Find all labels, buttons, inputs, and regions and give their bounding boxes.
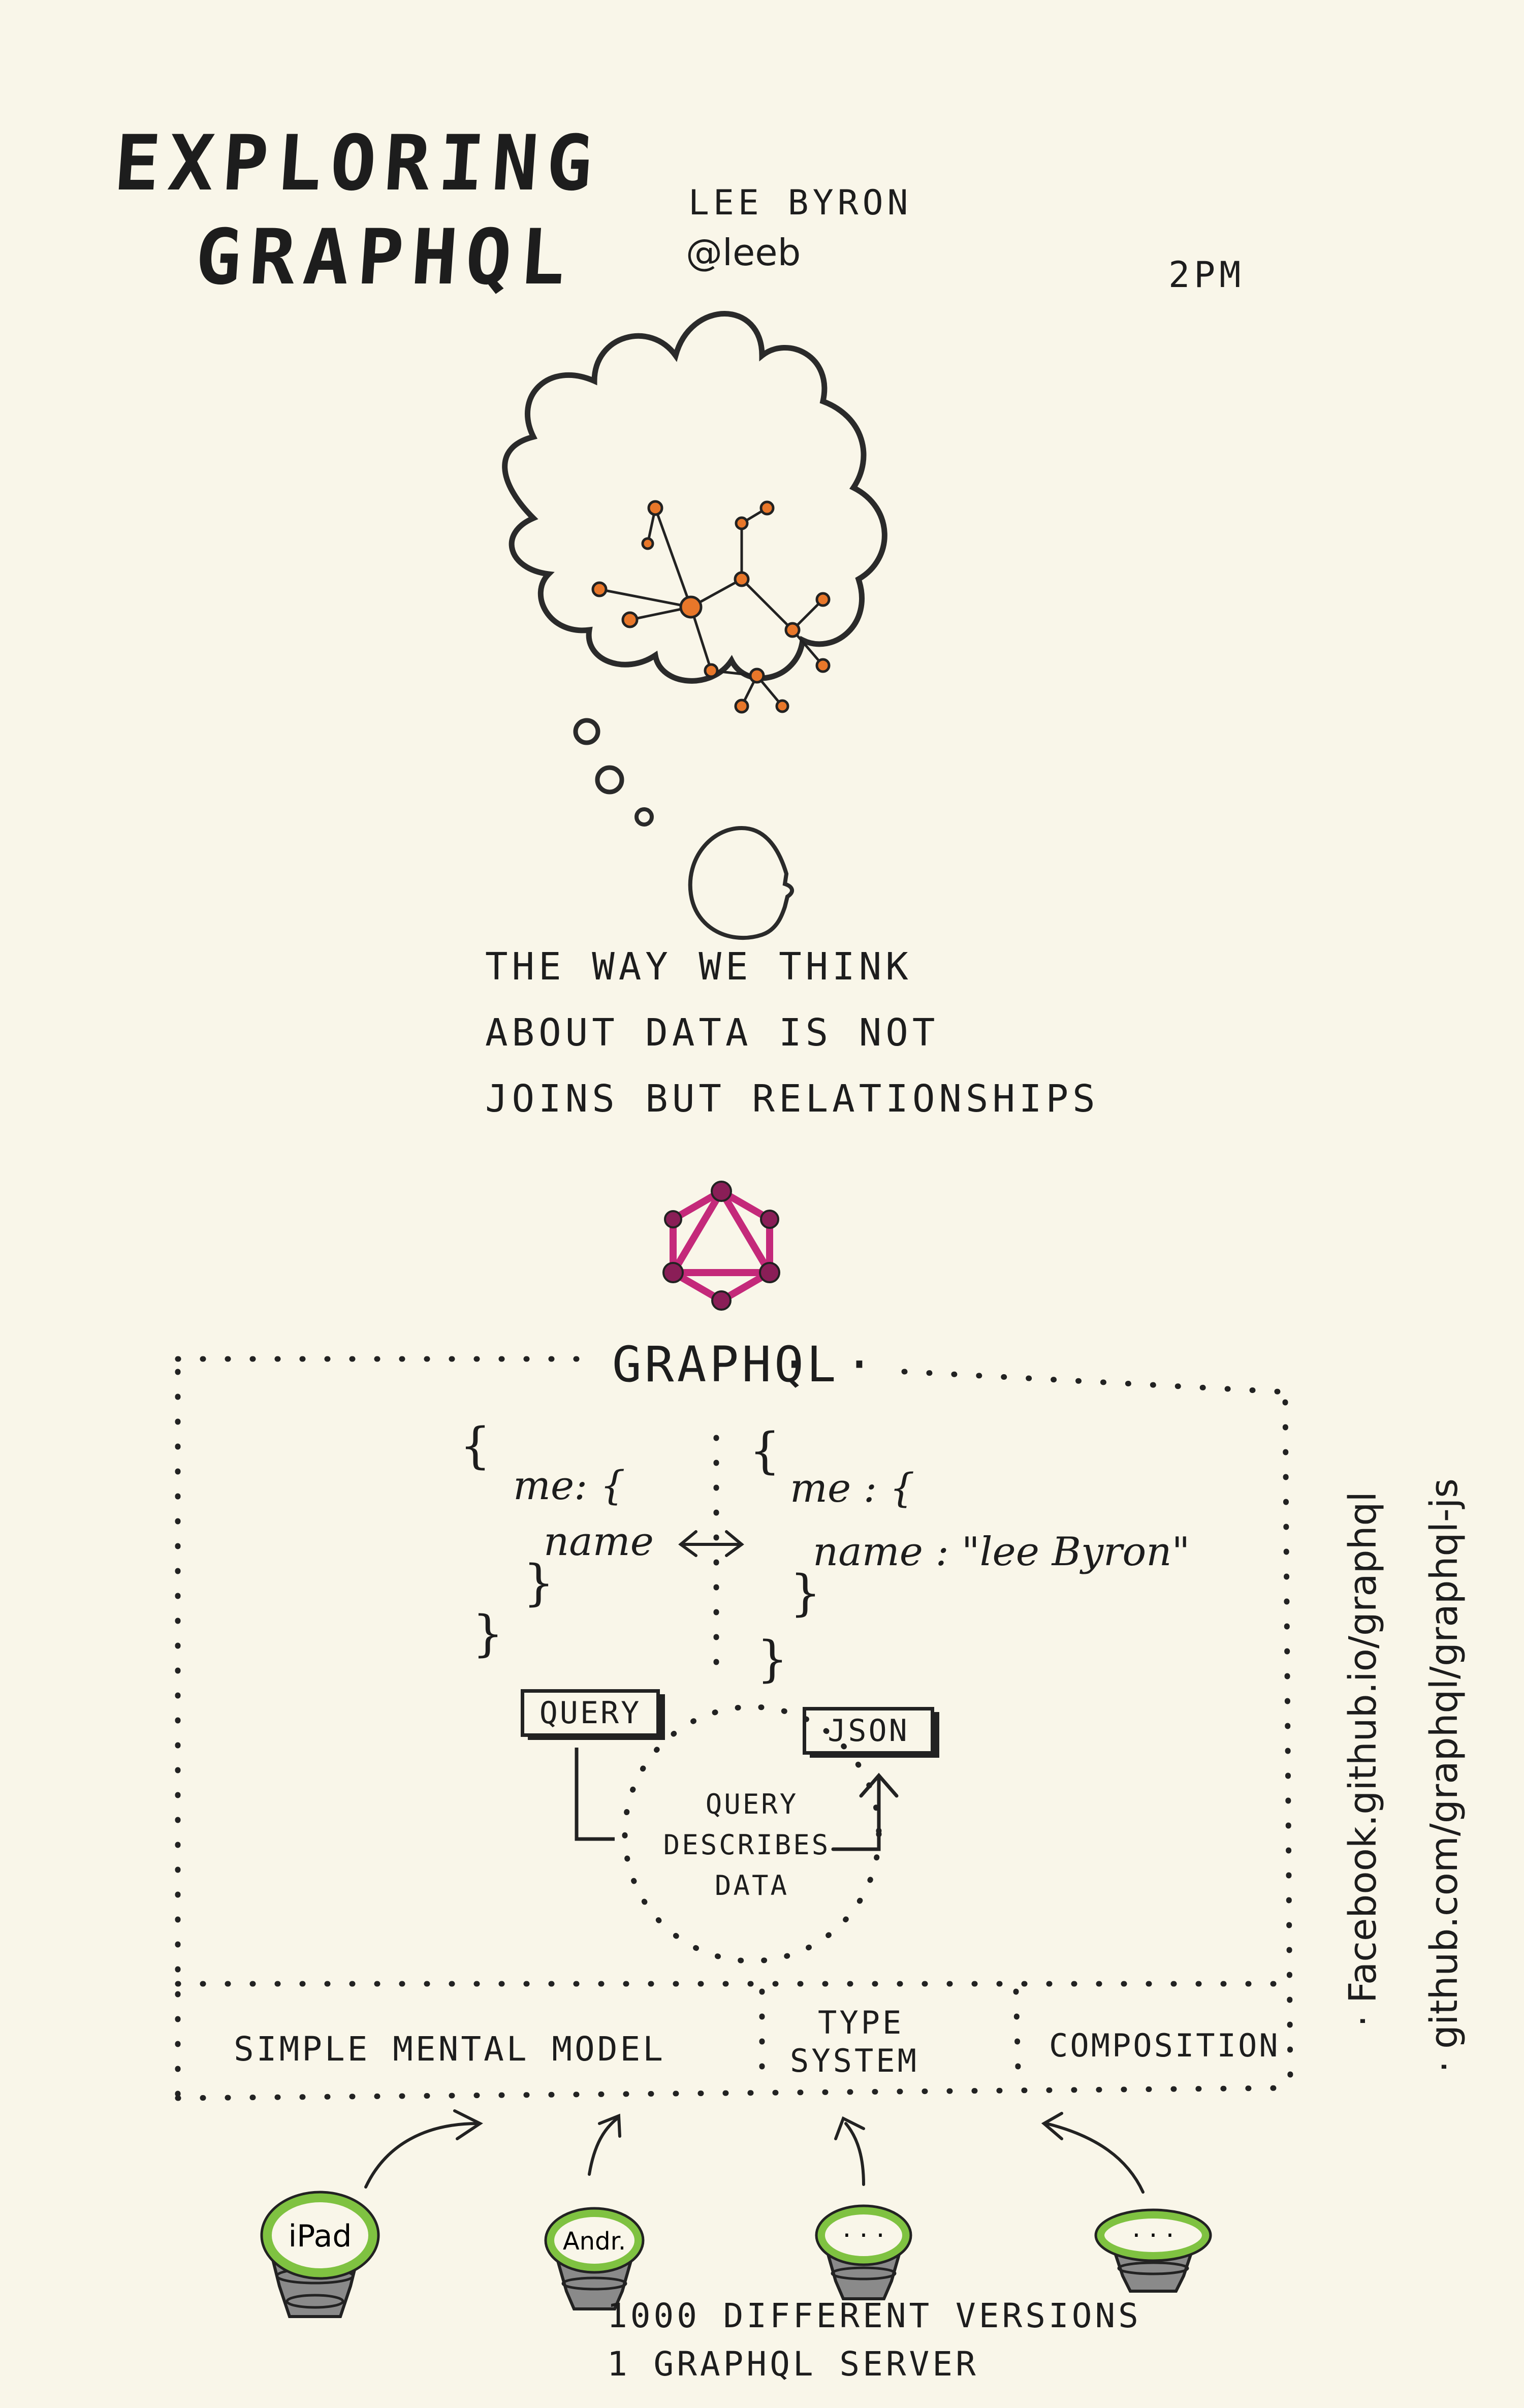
graphql-box-title-dots: · ·: [780, 1336, 877, 1393]
query-open-brace: {: [460, 1417, 491, 1474]
query-label: QUERY: [521, 1689, 660, 1737]
device-ipad-label: iPad: [288, 2219, 352, 2254]
device-ipad-icon: [262, 2192, 378, 2317]
link-github-graphql-js[interactable]: · github.com/graphql/graphql-js: [1422, 1478, 1466, 2073]
json-label: JSON: [803, 1707, 934, 1755]
footer-line-2: 1 GRAPHQL SERVER: [607, 2344, 979, 2384]
json-name-field: name : "lee Byron": [813, 1529, 1190, 1575]
json-close-brace: }: [757, 1631, 788, 1688]
device-three-label: · · ·: [843, 2221, 885, 2251]
device-arrows: [366, 2111, 1143, 2192]
feature-type-line-1: TYPE: [818, 2004, 904, 2041]
json-me-field: me : {: [790, 1466, 915, 1511]
thought-caption-line-1: THE WAY WE THINK: [485, 945, 912, 989]
device-android-label: Andr.: [563, 2227, 626, 2256]
device-three-icon: [816, 2206, 911, 2299]
feature-composition: COMPOSITION: [1049, 2027, 1280, 2064]
feature-simple-mental-model: SIMPLE MENTAL MODEL: [234, 2030, 665, 2069]
thought-caption-line-3: JOINS BUT RELATIONSHIPS: [485, 1077, 1099, 1121]
graphql-dotted-box: [178, 1359, 1290, 2098]
footer-line-1: 1000 DIFFERENT VERSIONS: [607, 2296, 1141, 2335]
note-line-3: DATA: [660, 1870, 843, 1902]
thought-bubble-large: [576, 720, 598, 743]
speaker-handle: @leeb: [686, 231, 801, 274]
query-me-field: me: {: [513, 1463, 625, 1509]
device-four-label: · · ·: [1132, 2221, 1174, 2251]
title-line-1: EXPLORING: [111, 119, 604, 208]
note-line-1: QUERY: [660, 1788, 843, 1820]
query-name-field: name: [544, 1519, 654, 1565]
thought-caption-line-2: ABOUT DATA IS NOT: [485, 1011, 939, 1055]
link-facebook-graphql[interactable]: · Facebook.github.io/graphql: [1341, 1492, 1385, 2027]
feature-type-line-2: SYSTEM: [790, 2042, 919, 2079]
graphql-logo-nodes: [663, 1182, 779, 1310]
json-inner-close-brace: }: [790, 1565, 821, 1622]
device-android-icon: [546, 2208, 643, 2309]
graphql-logo-icon: [673, 1191, 770, 1301]
thought-cloud: [505, 314, 885, 681]
graph-network-icon: [593, 501, 829, 712]
speaker-name: LEE BYRON: [688, 183, 912, 223]
query-close-brace: }: [472, 1605, 503, 1662]
head-profile-icon: [690, 828, 792, 938]
query-connector: [577, 1748, 615, 1839]
json-open-brace: {: [749, 1422, 780, 1479]
note-line-2: DESCRIBES: [650, 1829, 843, 1861]
bidirectional-arrow-icon: [681, 1532, 742, 1556]
thought-bubble-mid: [597, 768, 622, 792]
talk-time: 2PM: [1168, 254, 1245, 296]
title-line-2: GRAPHQL: [193, 213, 577, 302]
query-inner-close-brace: }: [523, 1555, 554, 1611]
thought-bubble-small: [637, 809, 652, 825]
